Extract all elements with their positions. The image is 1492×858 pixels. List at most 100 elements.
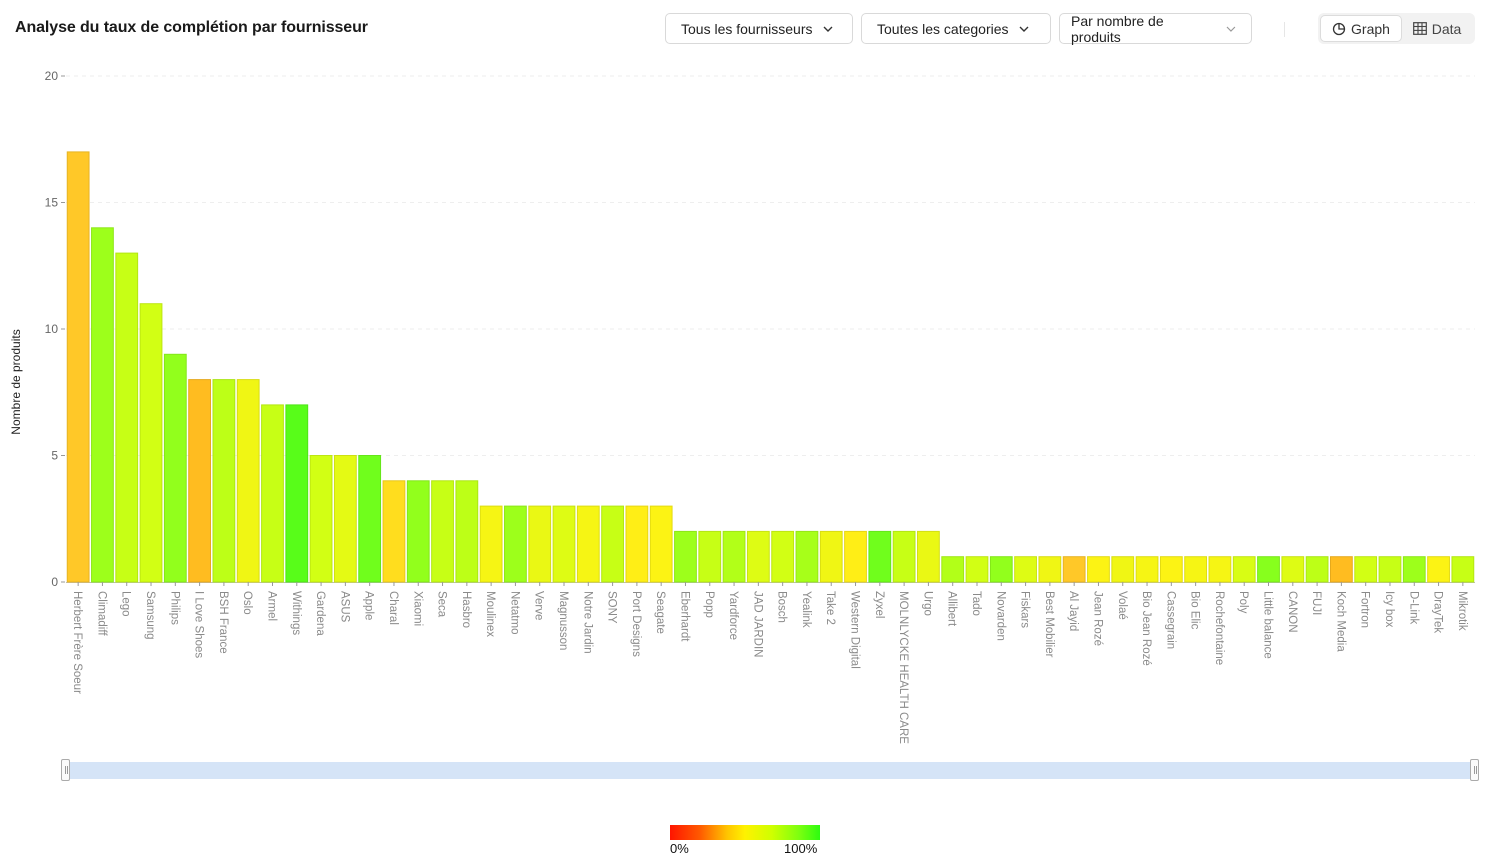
bar[interactable] — [1378, 556, 1402, 583]
x-tick-label: Little balance — [1262, 591, 1274, 659]
x-tick-label: Apple — [363, 591, 375, 620]
bar[interactable] — [552, 505, 576, 583]
x-tick-label: Xiaomi — [411, 591, 423, 626]
bar[interactable] — [1232, 556, 1256, 583]
bar[interactable] — [1281, 556, 1305, 583]
zoom-slider-right-handle[interactable] — [1470, 759, 1479, 781]
bar[interactable] — [795, 530, 819, 583]
bar[interactable] — [1135, 556, 1159, 583]
bar[interactable] — [1038, 556, 1062, 583]
x-tick-label: Allibert — [946, 591, 958, 627]
bar[interactable] — [66, 151, 90, 583]
bar[interactable] — [722, 530, 746, 583]
x-tick-label: Armel — [265, 591, 277, 621]
bar[interactable] — [479, 505, 503, 583]
zoom-slider-left-handle[interactable] — [61, 759, 70, 781]
legend-max-label: 100% — [784, 841, 818, 856]
x-tick-label: Fiskars — [1019, 591, 1031, 628]
bar[interactable] — [333, 455, 357, 583]
y-tick-label: 20 — [45, 69, 59, 83]
bar[interactable] — [1111, 556, 1135, 583]
bar[interactable] — [261, 404, 284, 583]
bar[interactable] — [1305, 556, 1329, 583]
x-tick-label: D-Link — [1407, 591, 1419, 624]
bar[interactable] — [746, 530, 770, 583]
bar[interactable] — [1208, 556, 1232, 583]
x-tick-label: Magnusson — [557, 591, 569, 650]
bar[interactable] — [139, 303, 163, 583]
x-tick-label: Novarden — [994, 591, 1006, 641]
bar[interactable] — [601, 505, 624, 583]
bar[interactable] — [771, 530, 795, 583]
bar[interactable] — [528, 505, 552, 583]
bar[interactable] — [576, 505, 600, 583]
bar[interactable] — [163, 353, 187, 583]
x-tick-label: Bosch — [776, 591, 788, 623]
legend-min-label: 0% — [670, 841, 689, 856]
x-tick-label: Icy box — [1383, 591, 1395, 628]
bar[interactable] — [989, 556, 1013, 583]
bar[interactable] — [941, 556, 965, 583]
supplier-filter-label: Tous les fournisseurs — [681, 20, 813, 37]
bar[interactable] — [625, 505, 649, 583]
bar[interactable] — [1062, 556, 1086, 583]
zoom-range-slider[interactable] — [66, 762, 1474, 779]
bar[interactable] — [406, 480, 430, 583]
supplier-filter-dropdown[interactable]: Tous les fournisseurs — [665, 13, 853, 44]
bar[interactable] — [1014, 556, 1037, 583]
x-tick-label: Withings — [290, 591, 302, 635]
bar[interactable] — [649, 505, 673, 583]
x-tick-label: Notre Jardin — [581, 591, 593, 654]
bar[interactable] — [674, 530, 697, 583]
bar[interactable] — [1451, 556, 1475, 583]
x-tick-label: Urgo — [921, 591, 933, 616]
x-tick-label: Seca — [436, 591, 448, 618]
bar[interactable] — [212, 379, 236, 583]
bar[interactable] — [1329, 556, 1353, 583]
bar[interactable] — [1354, 556, 1378, 583]
x-tick-label: Fortron — [1359, 591, 1371, 628]
x-tick-label: Mikrotik — [1456, 591, 1468, 631]
bar[interactable] — [455, 480, 479, 583]
bar[interactable] — [358, 455, 382, 583]
bar[interactable] — [1402, 556, 1426, 583]
bar[interactable] — [1087, 556, 1110, 583]
bar[interactable] — [188, 379, 212, 583]
graph-view-button[interactable]: Graph — [1320, 15, 1402, 42]
sort-dropdown[interactable]: Par nombre de produits — [1059, 13, 1252, 45]
bar[interactable] — [1427, 556, 1450, 583]
bar[interactable] — [504, 505, 527, 583]
chevron-down-icon — [1019, 26, 1029, 32]
bar[interactable] — [917, 530, 940, 583]
bar[interactable] — [309, 455, 333, 583]
bar[interactable] — [382, 480, 406, 583]
grid-lines — [66, 75, 1475, 456]
bar[interactable] — [1184, 556, 1208, 583]
bar[interactable] — [236, 379, 260, 583]
bar[interactable] — [115, 252, 139, 583]
x-tick-label: Best Mobilier — [1043, 591, 1055, 658]
x-tick-label: Charal — [387, 591, 399, 625]
bar[interactable] — [868, 530, 892, 583]
bar[interactable] — [698, 530, 722, 583]
bar[interactable] — [91, 227, 114, 583]
bar[interactable] — [965, 556, 989, 583]
bar[interactable] — [431, 480, 454, 583]
bar[interactable] — [1159, 556, 1183, 583]
bar[interactable] — [844, 530, 867, 583]
data-view-button[interactable]: Data — [1402, 15, 1472, 42]
x-tick-label: Lego — [120, 591, 132, 617]
bar[interactable] — [892, 530, 916, 583]
bars — [66, 151, 1475, 583]
y-tick-label: 10 — [45, 322, 59, 336]
x-tick-label: Al Jayid — [1067, 591, 1079, 631]
x-tick-label: Popp — [703, 591, 715, 618]
bar[interactable] — [285, 404, 309, 583]
x-tick-label: Take 2 — [824, 591, 836, 625]
x-tick-label: Yealink — [800, 591, 812, 628]
bar[interactable] — [819, 530, 843, 583]
category-filter-dropdown[interactable]: Toutes les categories — [861, 13, 1051, 44]
x-tick-label: Hasbro — [460, 591, 472, 628]
x-tick-label: Jean Rozé — [1091, 591, 1103, 646]
bar[interactable] — [1257, 556, 1280, 583]
